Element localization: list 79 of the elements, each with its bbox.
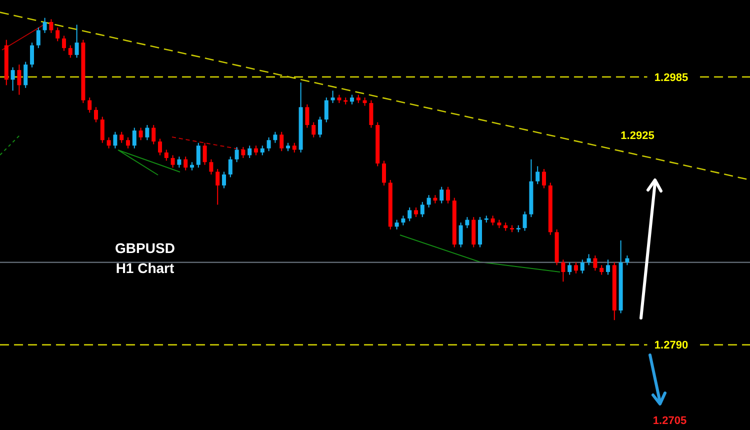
candlestick: [350, 94, 354, 105]
candlestick: [10, 66, 15, 92]
candlestick: [170, 154, 175, 168]
candlestick: [184, 156, 188, 171]
candlestick: [196, 142, 200, 168]
candlestick: [248, 145, 252, 158]
candlestick: [62, 35, 66, 52]
candlestick: [536, 166, 540, 185]
candlestick: [132, 127, 136, 149]
candlestick: [88, 97, 92, 114]
candlestick: [280, 131, 284, 152]
candlestick: [164, 149, 168, 162]
candlestick: [394, 219, 399, 230]
candlestick: [369, 100, 374, 128]
candlestick: [120, 131, 124, 144]
candlestick: [401, 215, 406, 226]
candlestick: [24, 61, 28, 88]
candlestick: [202, 142, 207, 166]
candlestick: [30, 42, 34, 68]
candlestick: [126, 136, 130, 149]
candlestick: [465, 216, 470, 229]
candlestick: [241, 146, 246, 158]
candlestick: [305, 104, 310, 128]
candlestick: [292, 142, 296, 153]
candlestick: [49, 18, 54, 34]
candlestick: [312, 122, 316, 138]
candlestick: [561, 259, 566, 282]
candlestick: [408, 206, 412, 222]
candlestick: [68, 44, 72, 58]
candlestick: [330, 90, 335, 104]
candlestick: [254, 145, 258, 156]
candlestick: [209, 158, 214, 175]
candlestick: [414, 206, 418, 218]
candlestick: [74, 24, 79, 58]
annotation: 1.2925: [620, 130, 654, 142]
candlestick: [568, 262, 572, 276]
candlestick: [222, 171, 226, 189]
text: GBPUSD: [115, 240, 175, 256]
candlestick: [56, 26, 60, 42]
candlestick: [580, 259, 584, 274]
candlestick: [100, 116, 104, 144]
candlestick: [106, 136, 111, 149]
candlestick: [490, 215, 495, 226]
candlestick: [625, 255, 630, 266]
candlestick: [542, 168, 546, 189]
candlestick: [17, 64, 22, 96]
candlestick: [36, 26, 40, 49]
candlestick: [574, 262, 578, 274]
candlestick: [273, 131, 278, 144]
candlestick: [138, 127, 143, 141]
y-tick-label: 1.2985: [654, 72, 688, 84]
candlestick: [260, 145, 264, 156]
candlestick: [152, 124, 156, 145]
candlestick: [426, 194, 431, 208]
candlestick: [145, 124, 150, 141]
candlestick: [606, 259, 610, 276]
candlestick: [522, 211, 527, 232]
candlestick: [593, 255, 598, 272]
candlestick: [234, 146, 239, 163]
candlestick: [420, 201, 424, 218]
text: H1 Chart: [116, 260, 175, 276]
candlestick: [440, 186, 444, 204]
candlestick: [600, 264, 604, 276]
candlestick: [458, 222, 463, 248]
candlestick: [177, 156, 182, 168]
candlestick: [42, 17, 47, 34]
candlestick: [228, 156, 232, 178]
candlestick: [324, 97, 328, 123]
candlestick: [216, 168, 220, 206]
candlestick: [318, 116, 322, 138]
candlestick: [586, 254, 591, 266]
candlestick: [158, 138, 162, 156]
y-tick-label: 1.2790: [654, 340, 688, 352]
candlestick: [113, 131, 118, 149]
candlestick: [446, 186, 450, 204]
candlestick: [382, 160, 386, 186]
text: 1.2705: [652, 415, 687, 427]
candlestick: [94, 106, 98, 123]
candlestick: [266, 136, 271, 152]
